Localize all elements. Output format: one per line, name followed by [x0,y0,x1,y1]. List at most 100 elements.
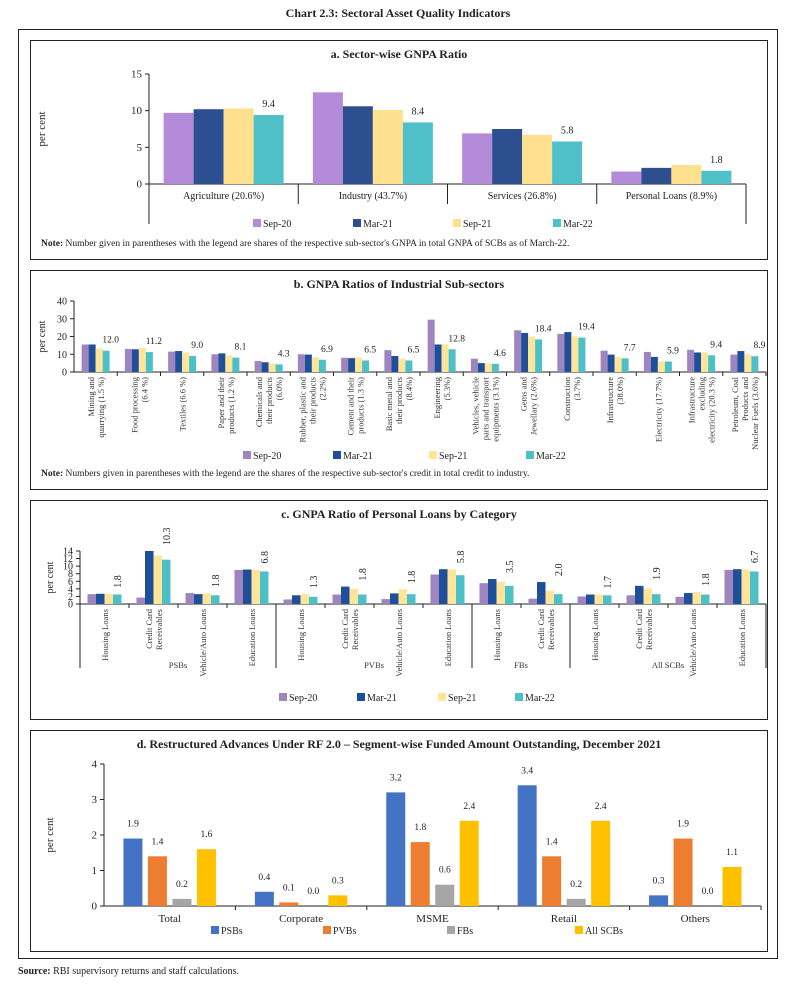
x-category-label: (6.0%) [274,377,284,401]
x-category-label: Infrastructure [687,377,697,423]
data-label: 0.4 [258,873,270,883]
data-label: 1.7 [603,576,614,589]
bar-mar-22 [318,359,326,372]
x-category-label: (8.4%) [404,377,414,401]
data-label: 1.9 [677,820,689,830]
bar-psbs [517,785,537,906]
legend-label: Sep-21 [448,693,476,704]
bar-sep-21 [496,581,505,604]
y-tick-label: 30 [57,314,67,325]
bar-mar-22 [456,575,465,604]
legend-label: Sep-21 [439,451,467,462]
bar-mar-21 [218,353,226,372]
bar-mar-21 [737,351,745,372]
bar-mar-22 [701,594,710,604]
note-text: Number given in parentheses with the leg… [65,239,570,249]
bar-mar-22 [358,594,367,604]
x-category-label: (6.4 %) [139,377,149,403]
data-label: 1.8 [211,575,222,588]
x-group-label: FBs [514,660,528,670]
bar-psbs [649,895,669,906]
x-category-label: Construction [562,376,572,421]
source-note: Source: RBI supervisory returns and staf… [18,966,239,977]
bar-mar-21 [145,551,154,604]
bar-mar-21 [348,358,356,372]
bar-mar-21 [641,167,672,184]
data-label: 12.8 [448,334,465,344]
x-category-label: Food processing [129,376,139,433]
legend-swatch [575,926,583,934]
bar-mar-21 [88,344,96,372]
bar-mar-22 [750,571,759,604]
y-axis-label: per cent [45,561,56,593]
bar-sep-21 [182,352,190,372]
data-label: 0.3 [332,876,344,886]
bar-sep-21 [614,356,622,372]
bar-mar-22 [232,357,240,372]
bar-mar-22 [362,360,370,372]
x-category-label: quarrying (1.5 %) [96,377,106,438]
bar-all-scbs [196,849,216,906]
data-label: 12.0 [102,336,119,346]
x-category-label: their products [264,377,274,424]
bar-mar-21 [492,129,523,184]
bar-sep-21 [571,336,579,372]
y-axis-label: per cent [37,320,48,352]
y-tick-label: 14 [63,547,73,558]
bar-sep-21 [355,357,363,372]
bar-mar-21 [694,352,702,372]
source-label: Source: [18,966,51,977]
bar-sep-21 [225,355,233,372]
x-category-label: (5.3%) [442,377,452,401]
bar-mar-22 [621,358,629,372]
x-category-label: Nuclear Fuels (3.6%) [750,377,760,450]
panel-b-industrial-subsectors: b. GNPA Ratios of Industrial Sub-sectors… [30,270,768,490]
bar-sep-21 [398,358,406,372]
legend-swatch [323,926,331,934]
data-label: 6.5 [364,345,376,355]
data-label: 5.9 [667,347,679,357]
bar-sep-20 [687,349,695,372]
legend-swatch [515,693,523,701]
y-tick-label: 10 [131,105,143,117]
bar-sep-20 [479,583,488,604]
data-label: 0.0 [702,887,714,897]
legend-swatch [211,926,219,934]
x-category-label: Credit Card [340,608,350,649]
panel-a-note: Note: Number given in parentheses with t… [41,239,569,249]
note-label: Note: [41,239,64,249]
data-label: 11.2 [146,337,163,347]
y-tick-label: 0 [137,179,143,191]
bar-mar-21 [175,351,183,372]
note-label: Note: [41,469,64,479]
bar-sep-21 [311,357,319,372]
bar-all-scbs [722,866,742,906]
bar-sep-20 [297,354,305,372]
data-label: 5.8 [561,125,574,136]
data-label: 1.8 [358,568,369,581]
y-tick-label: 0 [92,901,98,913]
data-label: 0.1 [283,883,295,893]
x-category-label: Retail [551,913,577,925]
data-label: 1.8 [710,155,723,166]
bar-mar-21 [684,593,693,604]
bar-mar-22 [491,363,499,372]
legend-swatch [333,451,341,459]
bar-sep-20 [283,599,292,604]
legend-swatch [526,451,534,459]
bar-sep-21 [643,588,652,604]
outer-frame [18,29,778,959]
x-category-label: products (1.2 %) [226,377,236,434]
data-label: 6.7 [750,551,761,564]
bar-mar-22 [253,115,284,184]
y-tick-label: 3 [92,794,98,806]
bar-all-scbs [459,820,479,906]
bar-mar-21 [488,579,497,604]
data-label: 0.0 [307,887,319,897]
data-label: 6.9 [321,345,333,355]
bar-sep-21 [741,569,750,604]
data-label: 8.4 [412,106,425,117]
legend-swatch [429,451,437,459]
data-label: 3.4 [521,766,533,776]
